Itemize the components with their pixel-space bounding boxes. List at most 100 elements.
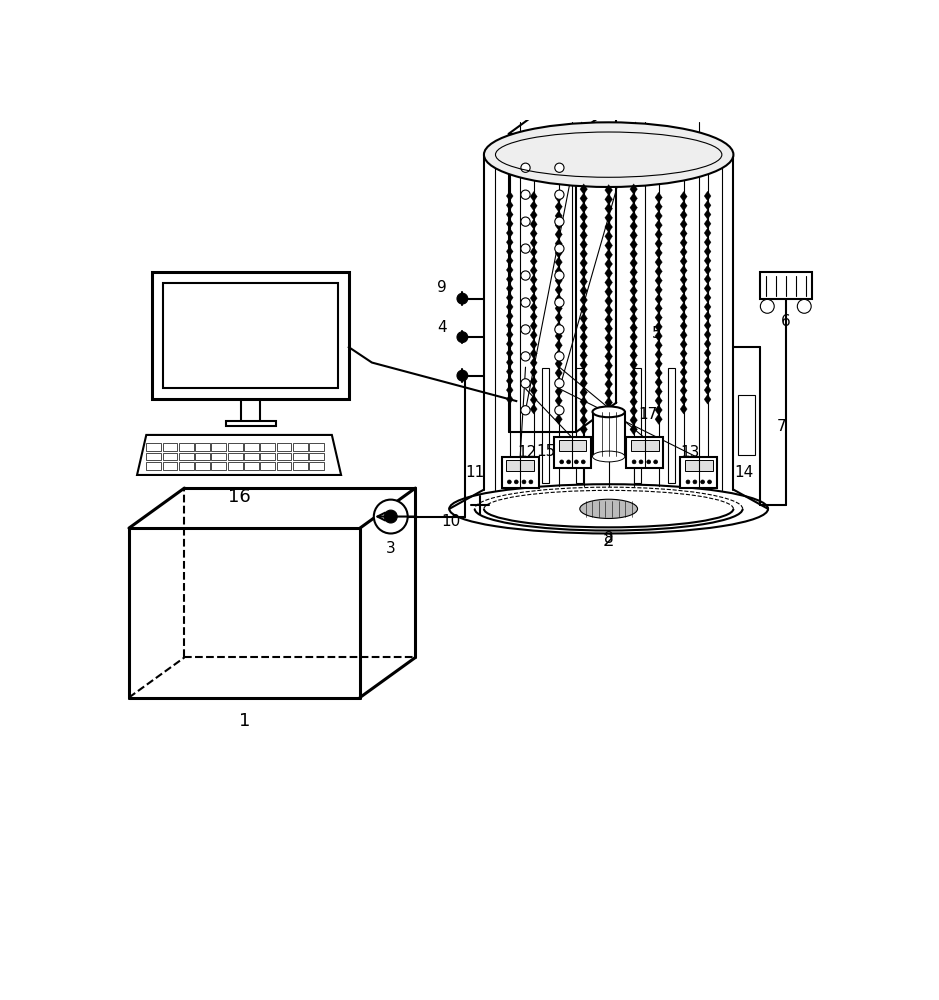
Polygon shape	[531, 247, 537, 257]
Polygon shape	[555, 377, 562, 387]
Polygon shape	[506, 394, 514, 404]
Bar	[146, 443, 162, 451]
Ellipse shape	[484, 122, 733, 187]
Polygon shape	[630, 276, 638, 287]
Bar	[228, 453, 242, 460]
Polygon shape	[580, 258, 588, 268]
Polygon shape	[680, 321, 687, 331]
Polygon shape	[655, 312, 662, 323]
Bar	[152, 272, 348, 399]
Polygon shape	[555, 322, 562, 332]
Circle shape	[581, 460, 585, 464]
Polygon shape	[605, 222, 612, 233]
Polygon shape	[580, 184, 588, 194]
Polygon shape	[531, 395, 537, 405]
Polygon shape	[630, 387, 638, 398]
Bar	[228, 443, 242, 451]
Polygon shape	[680, 247, 687, 257]
Bar	[626, 437, 663, 468]
Circle shape	[632, 460, 636, 464]
Circle shape	[521, 298, 531, 307]
Polygon shape	[580, 350, 588, 361]
Bar	[179, 443, 193, 451]
Circle shape	[374, 500, 408, 533]
Polygon shape	[506, 265, 514, 275]
Polygon shape	[704, 191, 711, 201]
Polygon shape	[605, 416, 612, 427]
Polygon shape	[605, 258, 612, 269]
Polygon shape	[680, 275, 687, 285]
Polygon shape	[630, 378, 638, 389]
Circle shape	[522, 480, 526, 484]
Polygon shape	[655, 257, 662, 267]
Polygon shape	[580, 406, 588, 416]
Text: 17: 17	[638, 407, 657, 422]
Polygon shape	[605, 406, 612, 417]
Circle shape	[567, 460, 571, 464]
Polygon shape	[655, 266, 662, 277]
Circle shape	[457, 293, 468, 304]
Polygon shape	[655, 331, 662, 341]
Polygon shape	[704, 376, 711, 386]
Bar	[163, 283, 338, 388]
Polygon shape	[605, 351, 612, 362]
Polygon shape	[580, 248, 588, 259]
Polygon shape	[680, 367, 687, 377]
Polygon shape	[605, 323, 612, 334]
Polygon shape	[605, 388, 612, 399]
Polygon shape	[630, 267, 638, 278]
Polygon shape	[555, 396, 562, 406]
Polygon shape	[531, 404, 537, 414]
Text: 13: 13	[680, 445, 700, 460]
Polygon shape	[555, 340, 562, 350]
Polygon shape	[605, 305, 612, 316]
Ellipse shape	[593, 451, 624, 462]
Polygon shape	[680, 228, 687, 239]
Bar	[669, 368, 675, 483]
Polygon shape	[630, 396, 638, 407]
Text: 2: 2	[603, 532, 614, 550]
Polygon shape	[580, 239, 588, 250]
Bar	[738, 395, 755, 455]
Circle shape	[521, 244, 531, 253]
Polygon shape	[506, 237, 514, 247]
Polygon shape	[605, 379, 612, 390]
Polygon shape	[704, 330, 711, 340]
Polygon shape	[680, 219, 687, 229]
Circle shape	[521, 406, 531, 415]
Bar	[260, 462, 275, 470]
Polygon shape	[630, 406, 638, 416]
Polygon shape	[605, 434, 612, 445]
Polygon shape	[531, 293, 537, 303]
Polygon shape	[605, 194, 612, 205]
Polygon shape	[630, 239, 638, 250]
Circle shape	[521, 352, 531, 361]
Circle shape	[457, 370, 468, 381]
Polygon shape	[531, 256, 537, 266]
Bar	[685, 460, 713, 471]
Polygon shape	[680, 395, 687, 405]
Polygon shape	[680, 349, 687, 359]
Bar	[162, 462, 177, 470]
Bar	[309, 462, 324, 470]
Polygon shape	[605, 249, 612, 260]
Polygon shape	[531, 349, 537, 359]
Polygon shape	[580, 332, 588, 342]
Polygon shape	[605, 203, 612, 214]
Circle shape	[639, 460, 643, 464]
Polygon shape	[630, 202, 638, 213]
Bar	[260, 453, 275, 460]
Circle shape	[555, 217, 564, 226]
Polygon shape	[704, 219, 711, 229]
Circle shape	[555, 298, 564, 307]
Polygon shape	[655, 192, 662, 203]
Polygon shape	[630, 184, 638, 194]
Polygon shape	[630, 313, 638, 324]
Polygon shape	[580, 424, 588, 435]
Polygon shape	[704, 311, 711, 321]
Polygon shape	[680, 312, 687, 322]
Polygon shape	[506, 284, 514, 293]
Polygon shape	[680, 404, 687, 414]
Ellipse shape	[579, 499, 638, 518]
Bar	[576, 368, 583, 483]
